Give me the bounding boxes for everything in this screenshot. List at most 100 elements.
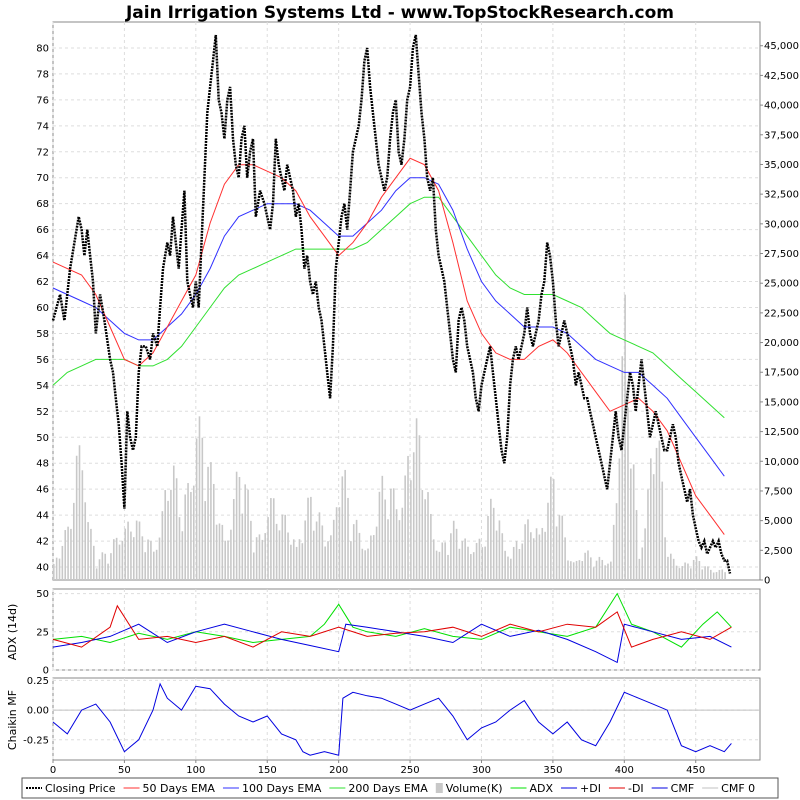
volume-bar — [244, 484, 246, 580]
volume-bar — [92, 545, 95, 580]
volume-bar — [124, 528, 127, 580]
volume-bar — [484, 546, 486, 580]
volume-bar — [661, 481, 664, 580]
volume-bar — [384, 499, 386, 580]
y-tick-label: 80 — [36, 43, 49, 54]
volume-bar — [295, 546, 298, 580]
volume-bar — [175, 478, 178, 580]
volume-bar — [647, 489, 649, 580]
volume-bar — [441, 542, 444, 580]
legend-label: Closing Price — [45, 782, 116, 795]
volume-bar — [267, 517, 269, 580]
x-tick-label: 250 — [401, 765, 420, 776]
x-tick-label: 450 — [686, 765, 705, 776]
50-days-ema-line — [52, 157, 725, 535]
volume-bar — [547, 502, 549, 580]
volume-bar — [452, 520, 455, 580]
volume-bar — [532, 538, 535, 580]
volume-bar — [590, 557, 592, 580]
legend-item: Volume(K) — [435, 782, 503, 795]
volume-bar — [701, 569, 704, 580]
chart-title: Jain Irrigation Systems Ltd - www.TopSto… — [125, 3, 674, 23]
volume-bar — [230, 529, 232, 580]
volume-bar — [355, 519, 358, 580]
volume-bar — [712, 572, 715, 580]
volume-bar — [53, 563, 55, 580]
volume-bar — [72, 502, 75, 580]
volume-bar — [490, 498, 492, 580]
volume-bar — [118, 544, 121, 580]
volume-bar — [610, 561, 612, 580]
y-tick-label: 76 — [36, 95, 49, 106]
x-tick-label: 200 — [329, 765, 348, 776]
volume-bar — [164, 490, 167, 580]
volume-bar — [644, 528, 646, 580]
volume-bar — [612, 524, 615, 580]
volume-bar — [672, 558, 675, 580]
volume-bar — [121, 540, 124, 580]
volume-bar — [692, 559, 695, 580]
volume-bar — [721, 569, 724, 580]
100-days-ema-line — [52, 177, 725, 477]
volume-bar — [327, 541, 329, 580]
volume-bar — [241, 513, 244, 580]
y-tick-label: 50 — [36, 589, 49, 600]
y-tick-label: 0 — [43, 666, 49, 677]
volume-bar — [601, 559, 604, 580]
legend-label: CMF 0 — [721, 782, 755, 795]
right-y-tick-label: 22,500 — [764, 308, 799, 319]
volume-bar — [338, 507, 341, 580]
volume-bars — [53, 294, 726, 580]
right-y-tick-label: 37,500 — [764, 130, 799, 141]
legend: Closing Price 50 Days EMA 100 Days EMA 200 … — [21, 777, 779, 799]
volume-bar — [492, 507, 495, 580]
x-tick-label: 0 — [50, 765, 56, 776]
volume-bar — [461, 541, 464, 580]
volume-bar — [470, 554, 472, 580]
volume-bar — [278, 530, 281, 580]
volume-bar — [630, 468, 632, 580]
volume-bar — [110, 553, 112, 580]
volume-bar — [424, 499, 426, 580]
right-y-tick-label: 12,500 — [764, 427, 799, 438]
volume-bar — [638, 558, 641, 580]
volume-bar — [58, 558, 61, 580]
volume-bar — [715, 572, 718, 580]
volume-bar — [192, 485, 195, 580]
volume-bar — [321, 525, 324, 580]
volume-bar — [395, 509, 398, 580]
volume-bar — [298, 539, 301, 580]
y-tick-label: 40 — [36, 563, 49, 574]
volume-bar — [584, 552, 586, 580]
x-tick-label: 300 — [472, 765, 491, 776]
volume-bar — [458, 548, 461, 580]
volume-bar — [598, 556, 601, 580]
volume-bar — [667, 556, 669, 580]
volume-bar — [467, 546, 469, 580]
volume-bar — [130, 531, 132, 580]
volume-bar — [335, 507, 338, 580]
volume-bar — [581, 561, 584, 580]
volume-bar — [550, 476, 552, 580]
adx-line — [52, 592, 732, 648]
volume-bar — [67, 526, 69, 580]
volume-bar — [127, 521, 129, 580]
volume-bar — [501, 533, 504, 580]
y-tick-label: 60 — [36, 303, 49, 314]
volume-bar — [652, 474, 655, 580]
volume-bar — [232, 499, 235, 580]
y-tick-label: 54 — [36, 381, 49, 392]
volume-bar — [361, 548, 364, 580]
volume-bar — [518, 549, 521, 580]
volume-bar — [332, 519, 335, 580]
volume-bar — [261, 539, 264, 580]
volume-bar — [264, 533, 266, 580]
volume-bar — [347, 497, 349, 580]
volume-bar — [255, 537, 258, 580]
y-tick-label: 68 — [36, 199, 49, 210]
volume-bar — [292, 539, 295, 580]
legend-item: CMF 0 — [702, 782, 755, 795]
volume-bar — [64, 530, 67, 580]
x-tick-label: 100 — [186, 765, 205, 776]
